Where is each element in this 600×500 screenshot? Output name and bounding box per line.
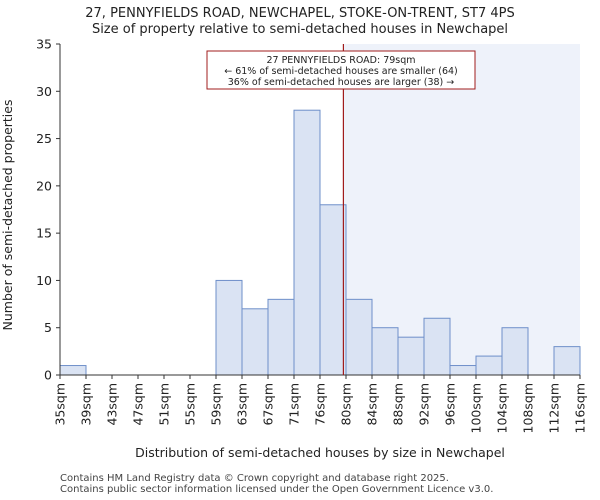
larger-region-shade [343,44,580,375]
bar-84sqm [371,327,399,376]
x-tick-label-116sqm: 116sqm [573,383,588,433]
bar-71sqm [293,109,321,376]
bar-80sqm [345,298,373,376]
chart-title-line-1: 27, PENNYFIELDS ROAD, NEWCHAPEL, STOKE-O… [85,6,514,21]
x-tick-label-39sqm: 39sqm [79,383,94,426]
x-tick-label-47sqm: 47sqm [131,383,146,426]
x-tick-label-104sqm: 104sqm [495,383,510,433]
x-tick-label-108sqm: 108sqm [521,383,536,433]
x-tick-label-55sqm: 55sqm [183,383,198,426]
footer-line-2: Contains public sector information licen… [60,484,494,495]
bar-104sqm [501,327,529,376]
bar-112sqm [553,346,581,376]
x-tick-label-51sqm: 51sqm [157,383,172,426]
bar-96sqm [449,365,477,376]
x-tick-label-59sqm: 59sqm [209,383,224,426]
bar-100sqm [475,355,503,376]
y-tick-label-10: 10 [36,273,52,288]
x-tick-label-63sqm: 63sqm [235,383,250,426]
bar-92sqm [423,317,451,376]
y-tick-label-35: 35 [36,37,52,52]
x-tick-label-76sqm: 76sqm [313,383,328,426]
annotation-frame [206,50,476,90]
x-tick-label-35sqm: 35sqm [53,383,68,426]
x-tick-label-100sqm: 100sqm [469,383,484,433]
x-tick-label-96sqm: 96sqm [443,383,458,426]
annotation-line-3: 36% of semi-detached houses are larger (… [228,77,455,88]
x-tick-label-67sqm: 67sqm [261,383,276,426]
bar-76sqm [319,204,347,376]
y-tick-label-0: 0 [44,368,52,383]
chart-title-line-2: Size of property relative to semi-detach… [92,22,508,37]
x-tick-label-71sqm: 71sqm [287,383,302,426]
bar-59sqm [215,279,243,376]
y-axis-label: Number of semi-detached properties [0,100,15,331]
bar-88sqm [397,336,425,376]
y-tick-label-20: 20 [36,178,52,193]
y-tick-label-5: 5 [44,320,52,335]
annotation-line-1: 27 PENNYFIELDS ROAD: 79sqm [266,55,415,66]
bar-63sqm [241,308,269,376]
x-tick-label-80sqm: 80sqm [339,383,354,426]
y-tick-label-30: 30 [36,84,52,99]
bar-35sqm [59,365,87,376]
annotation-line-2: ← 61% of semi-detached houses are smalle… [224,66,458,77]
y-tick-label-25: 25 [36,131,52,146]
x-tick-label-43sqm: 43sqm [105,383,120,426]
x-tick-label-88sqm: 88sqm [391,383,406,426]
x-tick-label-112sqm: 112sqm [547,383,562,433]
x-axis-label: Distribution of semi-detached houses by … [135,445,505,460]
x-tick-label-92sqm: 92sqm [417,383,432,426]
annotation-box: 27 PENNYFIELDS ROAD: 79sqm ← 61% of semi… [206,50,476,90]
x-tick-label-84sqm: 84sqm [365,383,380,426]
bar-67sqm [267,298,295,376]
footer-line-1: Contains HM Land Registry data © Crown c… [60,473,449,484]
y-tick-label-15: 15 [36,226,52,241]
